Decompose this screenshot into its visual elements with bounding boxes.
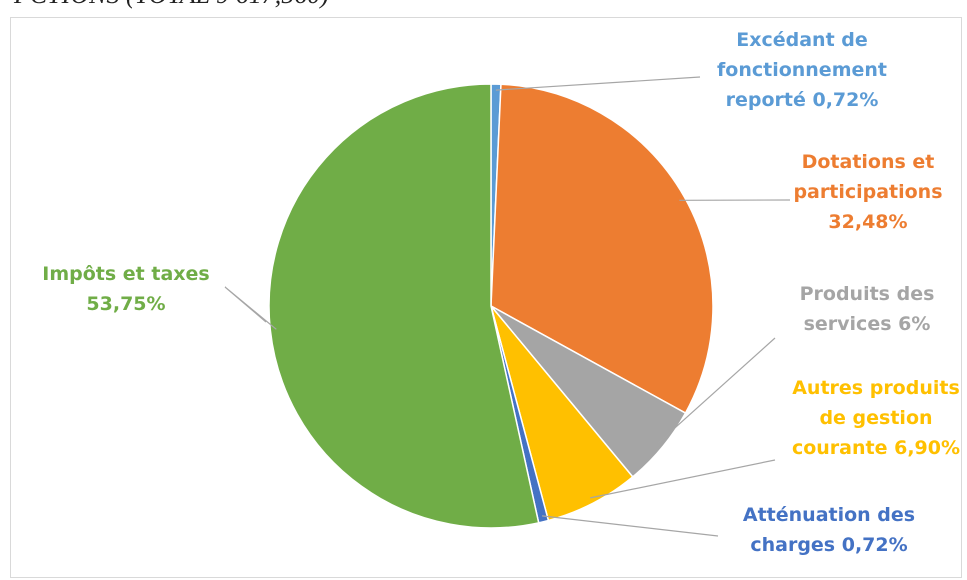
slice-dotations-participations — [490, 83, 714, 415]
slice-impots-taxes-leader — [224, 286, 277, 330]
chart-caption: FCTIONS (TOTAL 9 617,560) — [14, 0, 329, 10]
slice-attenuation-charges-leader — [542, 515, 719, 537]
slice-excedant-reporte-leader — [495, 76, 701, 91]
slice-attenuation-charges-label: Atténuation des charges 0,72% — [743, 504, 915, 556]
slice-produits-services-label: Produits des services 6% — [800, 283, 935, 335]
slice-excedant-reporte-label: Excédant de fonctionnement reporté 0,72% — [717, 29, 887, 111]
slice-autres-produits-label: Autres produits de gestion courante 6,90% — [792, 377, 960, 459]
slice-impots-taxes — [268, 83, 540, 529]
slice-produits-services-leader — [657, 337, 776, 445]
slice-dotations-participations-label: Dotations et participations 32,48% — [793, 151, 942, 233]
slice-autres-produits-leader — [590, 459, 776, 499]
slice-impots-taxes-label: Impôts et taxes 53,75% — [42, 263, 209, 315]
